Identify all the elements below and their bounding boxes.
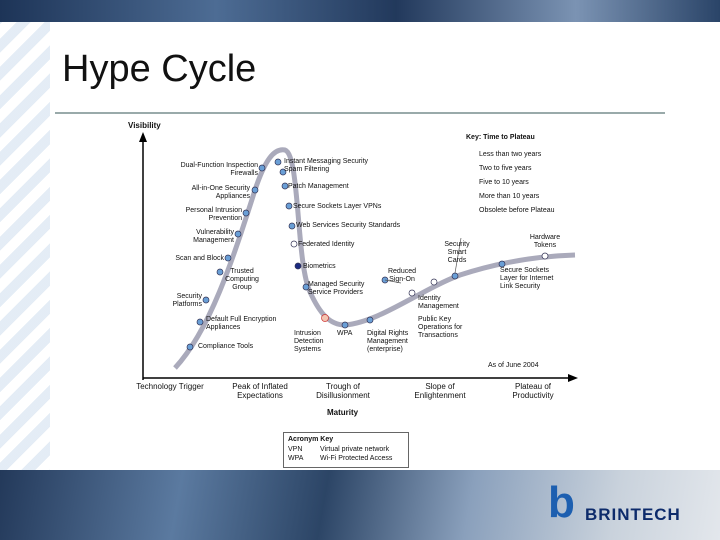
- node: [242, 209, 250, 217]
- technology-label: Dual-Function Inspection Firewalls: [180, 162, 258, 177]
- key-item: Obsolete before Plateau: [479, 207, 555, 214]
- nodes: [186, 158, 549, 351]
- technology-label: Instant Messaging Security Spam Filterin…: [284, 158, 369, 173]
- node: [216, 268, 224, 276]
- node: [285, 202, 293, 210]
- node: [498, 260, 506, 268]
- technology-label: All-in-One Security Appliances: [191, 185, 250, 200]
- node: [451, 272, 459, 280]
- node: [281, 182, 289, 190]
- phase-label: Slope of Enlightenment: [414, 382, 466, 400]
- technology-label: Security Smart Cards: [444, 241, 470, 264]
- leader: [384, 279, 402, 284]
- background-top: [0, 0, 720, 22]
- node: [302, 283, 310, 291]
- key-title: Key: Time to Plateau: [466, 134, 535, 141]
- node: [196, 318, 204, 326]
- technology-label: Identity Management: [418, 295, 459, 310]
- technology-label: Default Full Encryption Appliances: [206, 316, 277, 331]
- key-item: Two to five years: [479, 165, 532, 172]
- acronym-meaning: Wi-Fi Protected Access: [320, 455, 393, 462]
- node: [294, 262, 302, 270]
- technology-label: Managed Security Service Providers: [308, 281, 365, 296]
- technology-label: Intrusion Detection Systems: [294, 330, 324, 353]
- technology-label: Compliance Tools: [198, 343, 254, 350]
- key-item: More than 10 years: [479, 193, 540, 200]
- technology-label: Secure Sockets Layer for Internet Link S…: [500, 267, 554, 290]
- arrow: [568, 374, 578, 382]
- logo-text: BRINTECH: [585, 505, 681, 524]
- x-axis-label: Maturity: [327, 408, 359, 417]
- node: [234, 230, 242, 238]
- acronym-title: Acronym Key: [288, 436, 334, 443]
- technology-label: Trusted Computing Group: [225, 268, 259, 291]
- acronym-box: [283, 432, 409, 468]
- acronym-meaning: Virtual private network: [320, 446, 390, 453]
- phase-label: Technology Trigger: [136, 382, 204, 391]
- title-rule: [55, 112, 665, 114]
- background-bottom: [0, 470, 720, 540]
- node: [541, 252, 549, 260]
- arrow: [139, 132, 147, 142]
- technology-label: WPA: [337, 330, 353, 337]
- technology-label: Security Platforms: [172, 293, 202, 308]
- node: [274, 158, 282, 166]
- slide-title: Hype Cycle: [62, 48, 257, 90]
- node: [251, 186, 259, 194]
- node: [321, 314, 329, 322]
- date-note: As of June 2004: [488, 362, 539, 369]
- key-item: Less than two years: [479, 151, 542, 158]
- node: [202, 296, 210, 304]
- phase-label: Peak of Inflated Expectations: [232, 382, 288, 400]
- key-item: Five to 10 years: [479, 179, 529, 186]
- technology-label: Public Key Operations for Transactions: [418, 316, 463, 339]
- node: [366, 316, 374, 324]
- node: [279, 168, 287, 176]
- phase-label: Plateau of Productivity: [512, 382, 554, 400]
- decoration: [0, 22, 50, 470]
- node: [258, 164, 266, 172]
- key-box: [462, 130, 575, 218]
- technology-label: Scan and Block: [175, 255, 224, 262]
- y-axis-label: Visibility: [128, 121, 161, 130]
- technology-label: Web Services Security Standards: [296, 222, 401, 229]
- technology-label: Biometrics: [303, 263, 336, 270]
- phase-label: Trough of Disillusionment: [316, 382, 370, 400]
- technology-label: Reduced Sign-On: [387, 268, 417, 283]
- technology-label: Patch Management: [288, 183, 349, 190]
- node: [341, 321, 349, 329]
- logo-mark: b: [548, 478, 575, 527]
- technology-label: Secure Sockets Layer VPNs: [293, 203, 382, 210]
- node: [290, 240, 298, 248]
- hype-curve: [173, 147, 576, 370]
- node: [430, 278, 438, 286]
- leader: [454, 237, 462, 274]
- acronym-term: VPN: [288, 446, 303, 453]
- node: [186, 343, 194, 351]
- acronym-term: WPA: [288, 455, 304, 462]
- node: [408, 289, 416, 297]
- technology-label: Personal Intrusion Prevention: [185, 207, 242, 222]
- technology-label: Federated Identity: [298, 241, 355, 248]
- technology-label: Digital Rights Management (enterprise): [367, 330, 409, 353]
- node: [224, 254, 232, 262]
- technology-label: Hardware Tokens: [529, 234, 561, 249]
- technology-label: Vulnerability Management: [193, 229, 234, 244]
- node: [288, 222, 296, 230]
